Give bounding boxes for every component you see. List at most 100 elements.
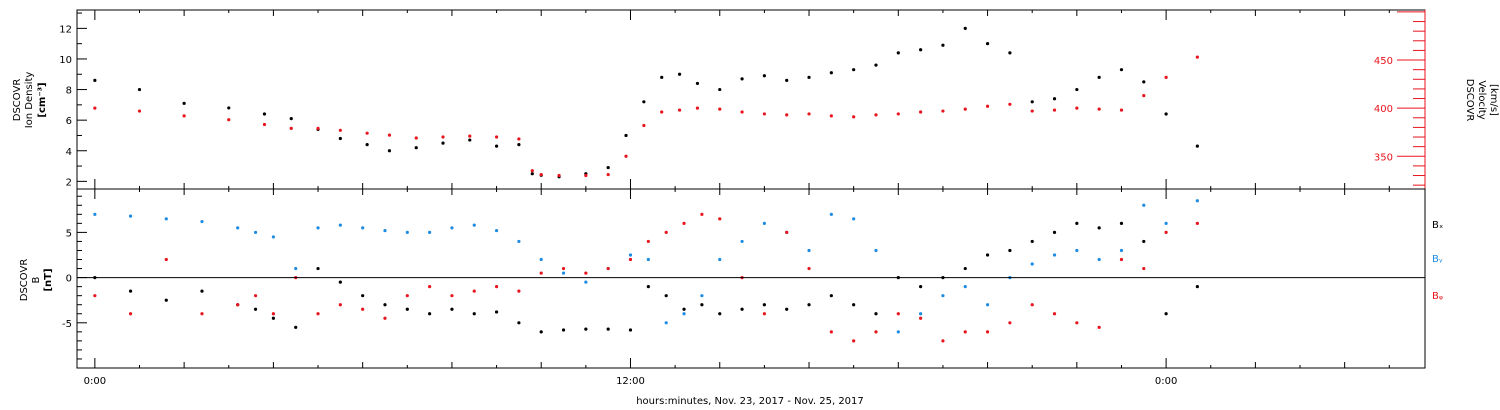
by-point xyxy=(584,280,588,284)
bz-point xyxy=(405,294,409,298)
velocity-point xyxy=(1119,108,1124,112)
density-ylabel-line2: Ion Density xyxy=(24,72,35,129)
bz-point xyxy=(700,212,704,216)
bx-point xyxy=(383,303,387,307)
bz-point xyxy=(1030,303,1034,307)
bz-point xyxy=(539,271,543,275)
density-point xyxy=(807,75,811,79)
bx-point xyxy=(664,294,668,298)
velocity-point xyxy=(677,108,682,112)
density-point xyxy=(530,172,534,176)
bx-point xyxy=(450,307,454,311)
velocity-point xyxy=(517,137,521,141)
density-point xyxy=(93,78,97,82)
top-right-axis: 350 400 450 xyxy=(1374,10,1426,189)
density-point xyxy=(852,68,856,72)
x-tick-label: 12:00 xyxy=(616,376,645,387)
density-tick-label: 12 xyxy=(59,24,72,35)
bz-point xyxy=(361,307,365,311)
by-point xyxy=(628,253,633,257)
density-point xyxy=(1097,75,1101,79)
by-point xyxy=(450,226,454,230)
velocity-point xyxy=(1008,102,1012,106)
by-point xyxy=(1075,248,1079,253)
bx-point xyxy=(1097,226,1101,230)
density-point xyxy=(494,144,499,148)
by-point xyxy=(128,214,133,218)
b-ylabel-line3: [nT] xyxy=(43,268,54,291)
velocity-point xyxy=(874,113,878,117)
bz-point xyxy=(1119,257,1124,262)
b-tick-label: 5 xyxy=(66,228,72,239)
legend-by: Bᵧ xyxy=(1432,254,1443,265)
bx-point xyxy=(494,310,499,314)
bz-point xyxy=(584,271,588,275)
by-point xyxy=(517,239,521,244)
density-point xyxy=(441,141,445,145)
bx-point xyxy=(874,312,878,316)
bz-point xyxy=(1195,221,1199,225)
bz-point xyxy=(561,266,566,271)
by-point xyxy=(253,230,258,234)
bx-point xyxy=(561,328,566,332)
bx-point xyxy=(539,330,543,334)
by-point xyxy=(762,221,766,225)
by-point xyxy=(740,239,744,244)
velocity-point xyxy=(941,109,945,113)
velocity-tick-label: 350 xyxy=(1374,152,1393,163)
density-point xyxy=(740,77,744,81)
bx-point xyxy=(807,303,811,307)
bz-point xyxy=(316,312,320,316)
velocity-point xyxy=(1052,108,1057,112)
bx-point xyxy=(852,303,856,307)
bz-point xyxy=(896,312,900,316)
density-point xyxy=(1075,87,1079,92)
bx-point xyxy=(740,307,744,311)
by-point xyxy=(271,235,275,239)
velocity-point xyxy=(494,135,499,139)
bz-point xyxy=(807,266,811,271)
density-point xyxy=(289,117,293,121)
by-point xyxy=(428,230,432,234)
density-point xyxy=(941,43,945,47)
bz-point xyxy=(646,239,650,244)
by-point xyxy=(807,248,811,253)
bx-point xyxy=(1119,221,1124,225)
density-point xyxy=(624,133,628,138)
x-tick-label: 0:00 xyxy=(84,376,106,387)
by-point xyxy=(1052,253,1057,257)
bx-point xyxy=(985,253,990,257)
by-point xyxy=(896,330,900,334)
bottom-panel-frame xyxy=(76,188,1426,369)
density-point xyxy=(695,81,700,86)
bz-point xyxy=(338,303,342,307)
bz-point xyxy=(1008,321,1012,325)
density-point xyxy=(1195,144,1199,148)
by-point xyxy=(539,257,543,262)
bz-point xyxy=(517,289,521,293)
bx-point xyxy=(700,303,704,307)
bx-point xyxy=(919,285,923,289)
density-point xyxy=(1008,51,1012,55)
b-ylabel-line2: B xyxy=(31,276,42,283)
bz-point xyxy=(1164,230,1168,234)
velocity-point xyxy=(530,169,534,173)
by-point xyxy=(1195,199,1199,203)
by-point xyxy=(361,226,365,230)
bx-point xyxy=(1075,221,1079,225)
legend-bz: Bᵩ xyxy=(1432,291,1443,302)
velocity-point xyxy=(584,173,588,178)
density-tick-label: 6 xyxy=(66,116,72,127)
by-point xyxy=(646,257,650,262)
density-ylabel-line1: DSCOVR xyxy=(12,79,23,122)
velocity-point xyxy=(896,112,900,116)
velocity-point xyxy=(718,107,722,111)
by-point xyxy=(236,226,240,230)
velocity-point xyxy=(1097,107,1101,111)
density-point xyxy=(1119,68,1124,72)
by-point xyxy=(874,248,878,253)
velocity-point xyxy=(387,133,392,137)
velocity-point xyxy=(539,172,543,177)
x-tick-label: 0:00 xyxy=(1155,376,1177,387)
